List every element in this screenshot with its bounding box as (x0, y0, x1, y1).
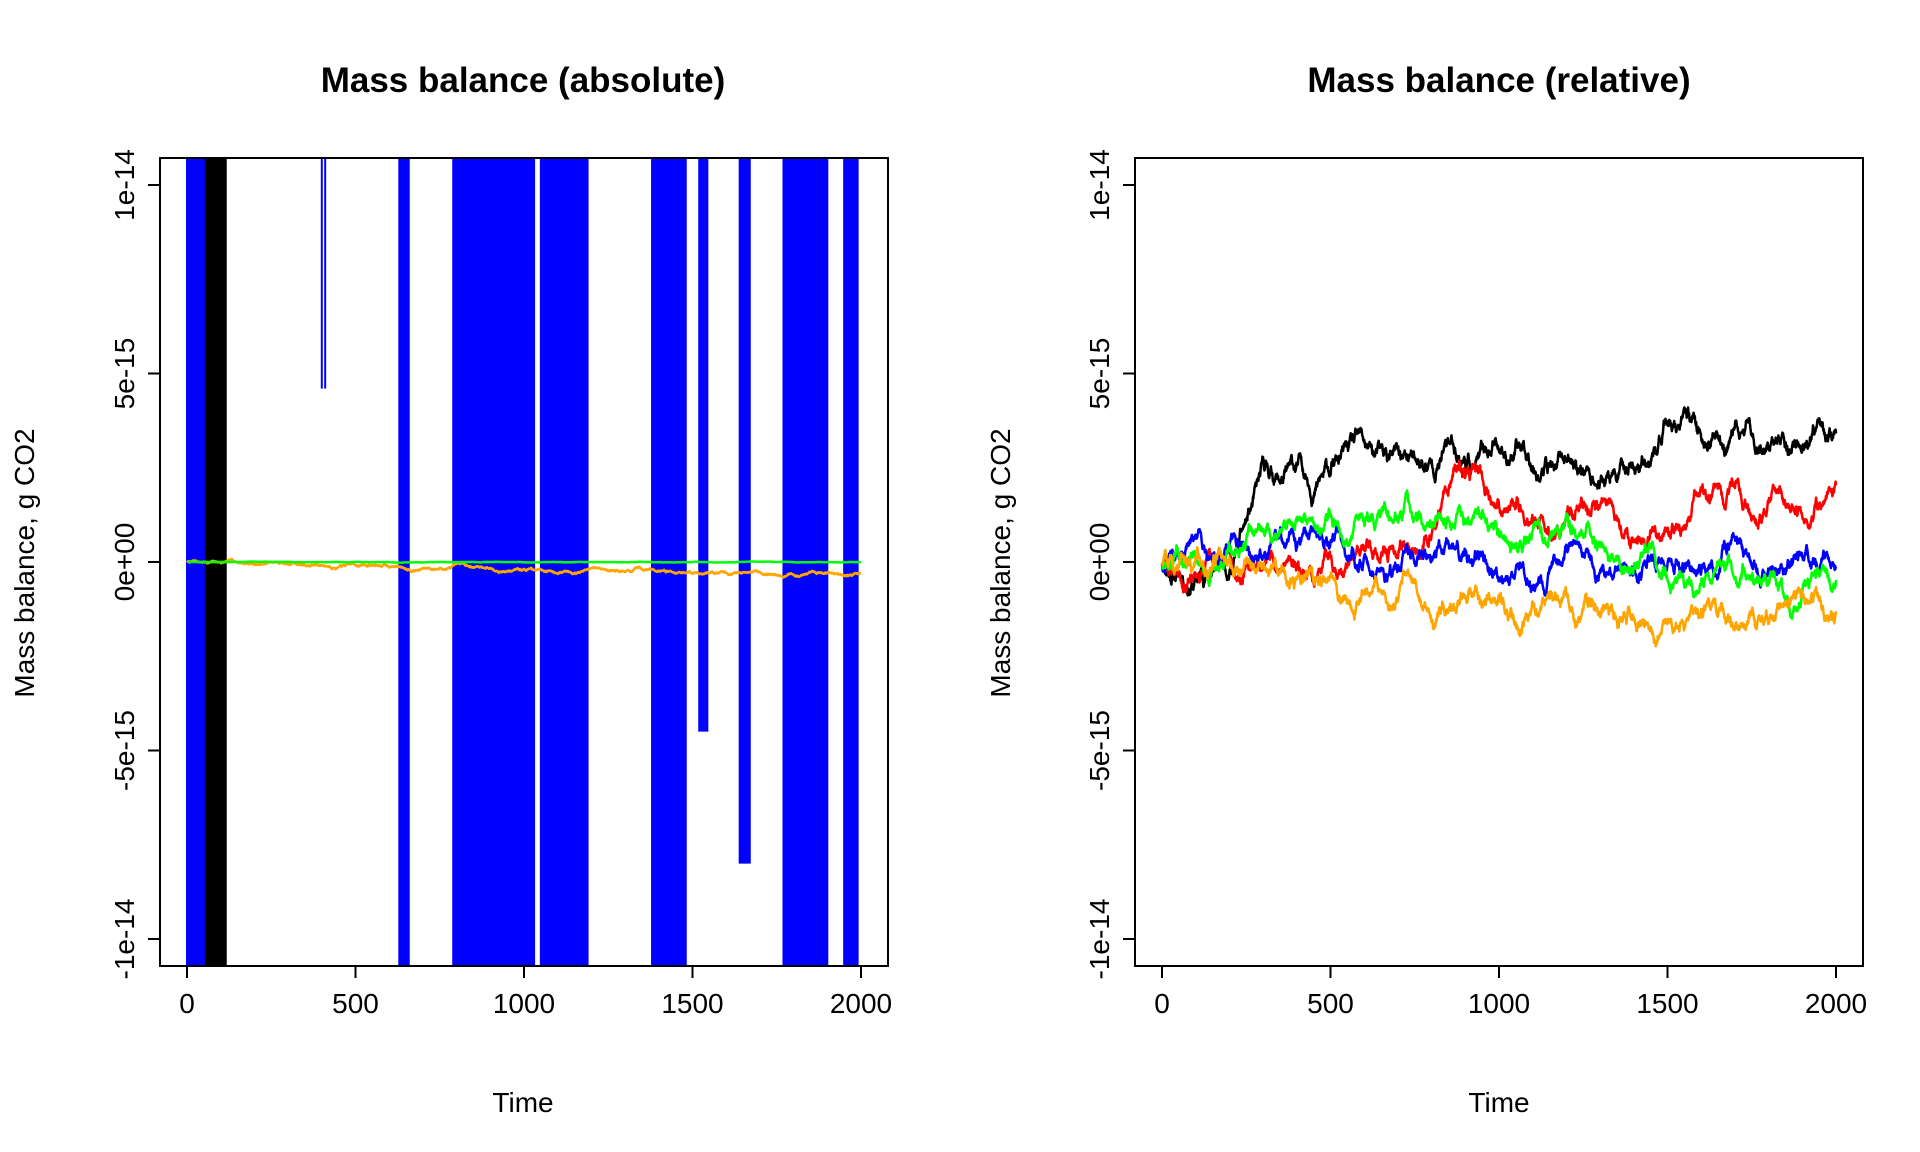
y-axis-label-relative: Mass balance, g CO2 (985, 428, 1016, 697)
y-tick-label: 0e+00 (1084, 523, 1115, 602)
x-tick-label: 500 (332, 988, 379, 1019)
y-axis-label-absolute: Mass balance, g CO2 (9, 428, 40, 697)
x-tick-label: 1000 (1468, 988, 1530, 1019)
series-orange-line (185, 557, 862, 579)
x-tick-label: 2000 (1805, 988, 1867, 1019)
y-tick-label: 5e-15 (109, 338, 140, 410)
panel-absolute: Mass balance (absolute) Time Mass balanc… (9, 61, 892, 1118)
y-axis-absolute: -1e-14 -5e-15 0e+00 5e-15 1e-14 (109, 149, 161, 980)
plot-area-absolute (185, 158, 862, 966)
x-tick-label: 0 (179, 988, 195, 1019)
y-tick-label: 1e-14 (1084, 149, 1115, 221)
plot-area-relative (1160, 406, 1838, 648)
x-tick-label: 500 (1307, 988, 1354, 1019)
panel-relative: Mass balance (relative) Time Mass balanc… (985, 61, 1867, 1118)
y-tick-label: 5e-15 (1084, 338, 1115, 410)
x-axis-label-absolute: Time (492, 1087, 553, 1118)
y-tick-label: 1e-14 (109, 149, 140, 221)
y-tick-label: -1e-14 (109, 899, 140, 980)
x-tick-label: 0 (1154, 988, 1170, 1019)
chart-title-absolute: Mass balance (absolute) (321, 61, 726, 100)
x-tick-label: 2000 (830, 988, 892, 1019)
chart-title-relative: Mass balance (relative) (1307, 61, 1690, 100)
series-green-line (186, 560, 862, 564)
x-axis-label-relative: Time (1468, 1087, 1529, 1118)
x-axis-absolute: 0 500 1000 1500 2000 (179, 965, 892, 1019)
series-green-line (1161, 489, 1838, 620)
y-tick-label: -1e-14 (1084, 899, 1115, 980)
y-axis-relative: -1e-14 -5e-15 0e+00 5e-15 1e-14 (1084, 149, 1136, 980)
series-orange-line (1160, 546, 1838, 648)
series-black-line (1160, 406, 1838, 597)
series-red-line (1160, 459, 1838, 594)
y-tick-label: -5e-15 (109, 710, 140, 791)
y-tick-label: -5e-15 (1084, 710, 1115, 791)
x-tick-label: 1000 (493, 988, 555, 1019)
x-tick-label: 1500 (661, 988, 723, 1019)
y-tick-label: 0e+00 (109, 523, 140, 602)
x-axis-relative: 0 500 1000 1500 2000 (1154, 965, 1867, 1019)
x-tick-label: 1500 (1636, 988, 1698, 1019)
